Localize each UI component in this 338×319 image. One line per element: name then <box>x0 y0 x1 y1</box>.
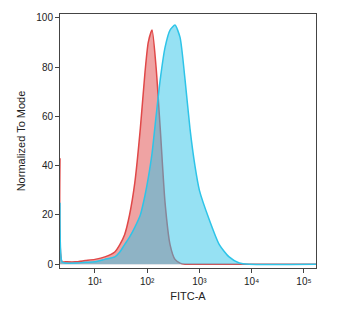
svg-text:80: 80 <box>42 62 54 73</box>
svg-text:40: 40 <box>42 160 54 171</box>
svg-text:100: 100 <box>36 12 53 23</box>
svg-text:10⁵: 10⁵ <box>296 276 311 287</box>
svg-text:10²: 10² <box>140 276 155 287</box>
svg-text:20: 20 <box>42 209 54 220</box>
svg-text:0: 0 <box>47 259 53 270</box>
svg-text:10¹: 10¹ <box>88 276 103 287</box>
svg-text:10³: 10³ <box>192 276 207 287</box>
svg-text:FITC-A: FITC-A <box>170 290 206 302</box>
svg-text:Normalized To Mode: Normalized To Mode <box>15 91 27 192</box>
svg-text:10⁴: 10⁴ <box>244 276 259 287</box>
svg-text:60: 60 <box>42 111 54 122</box>
